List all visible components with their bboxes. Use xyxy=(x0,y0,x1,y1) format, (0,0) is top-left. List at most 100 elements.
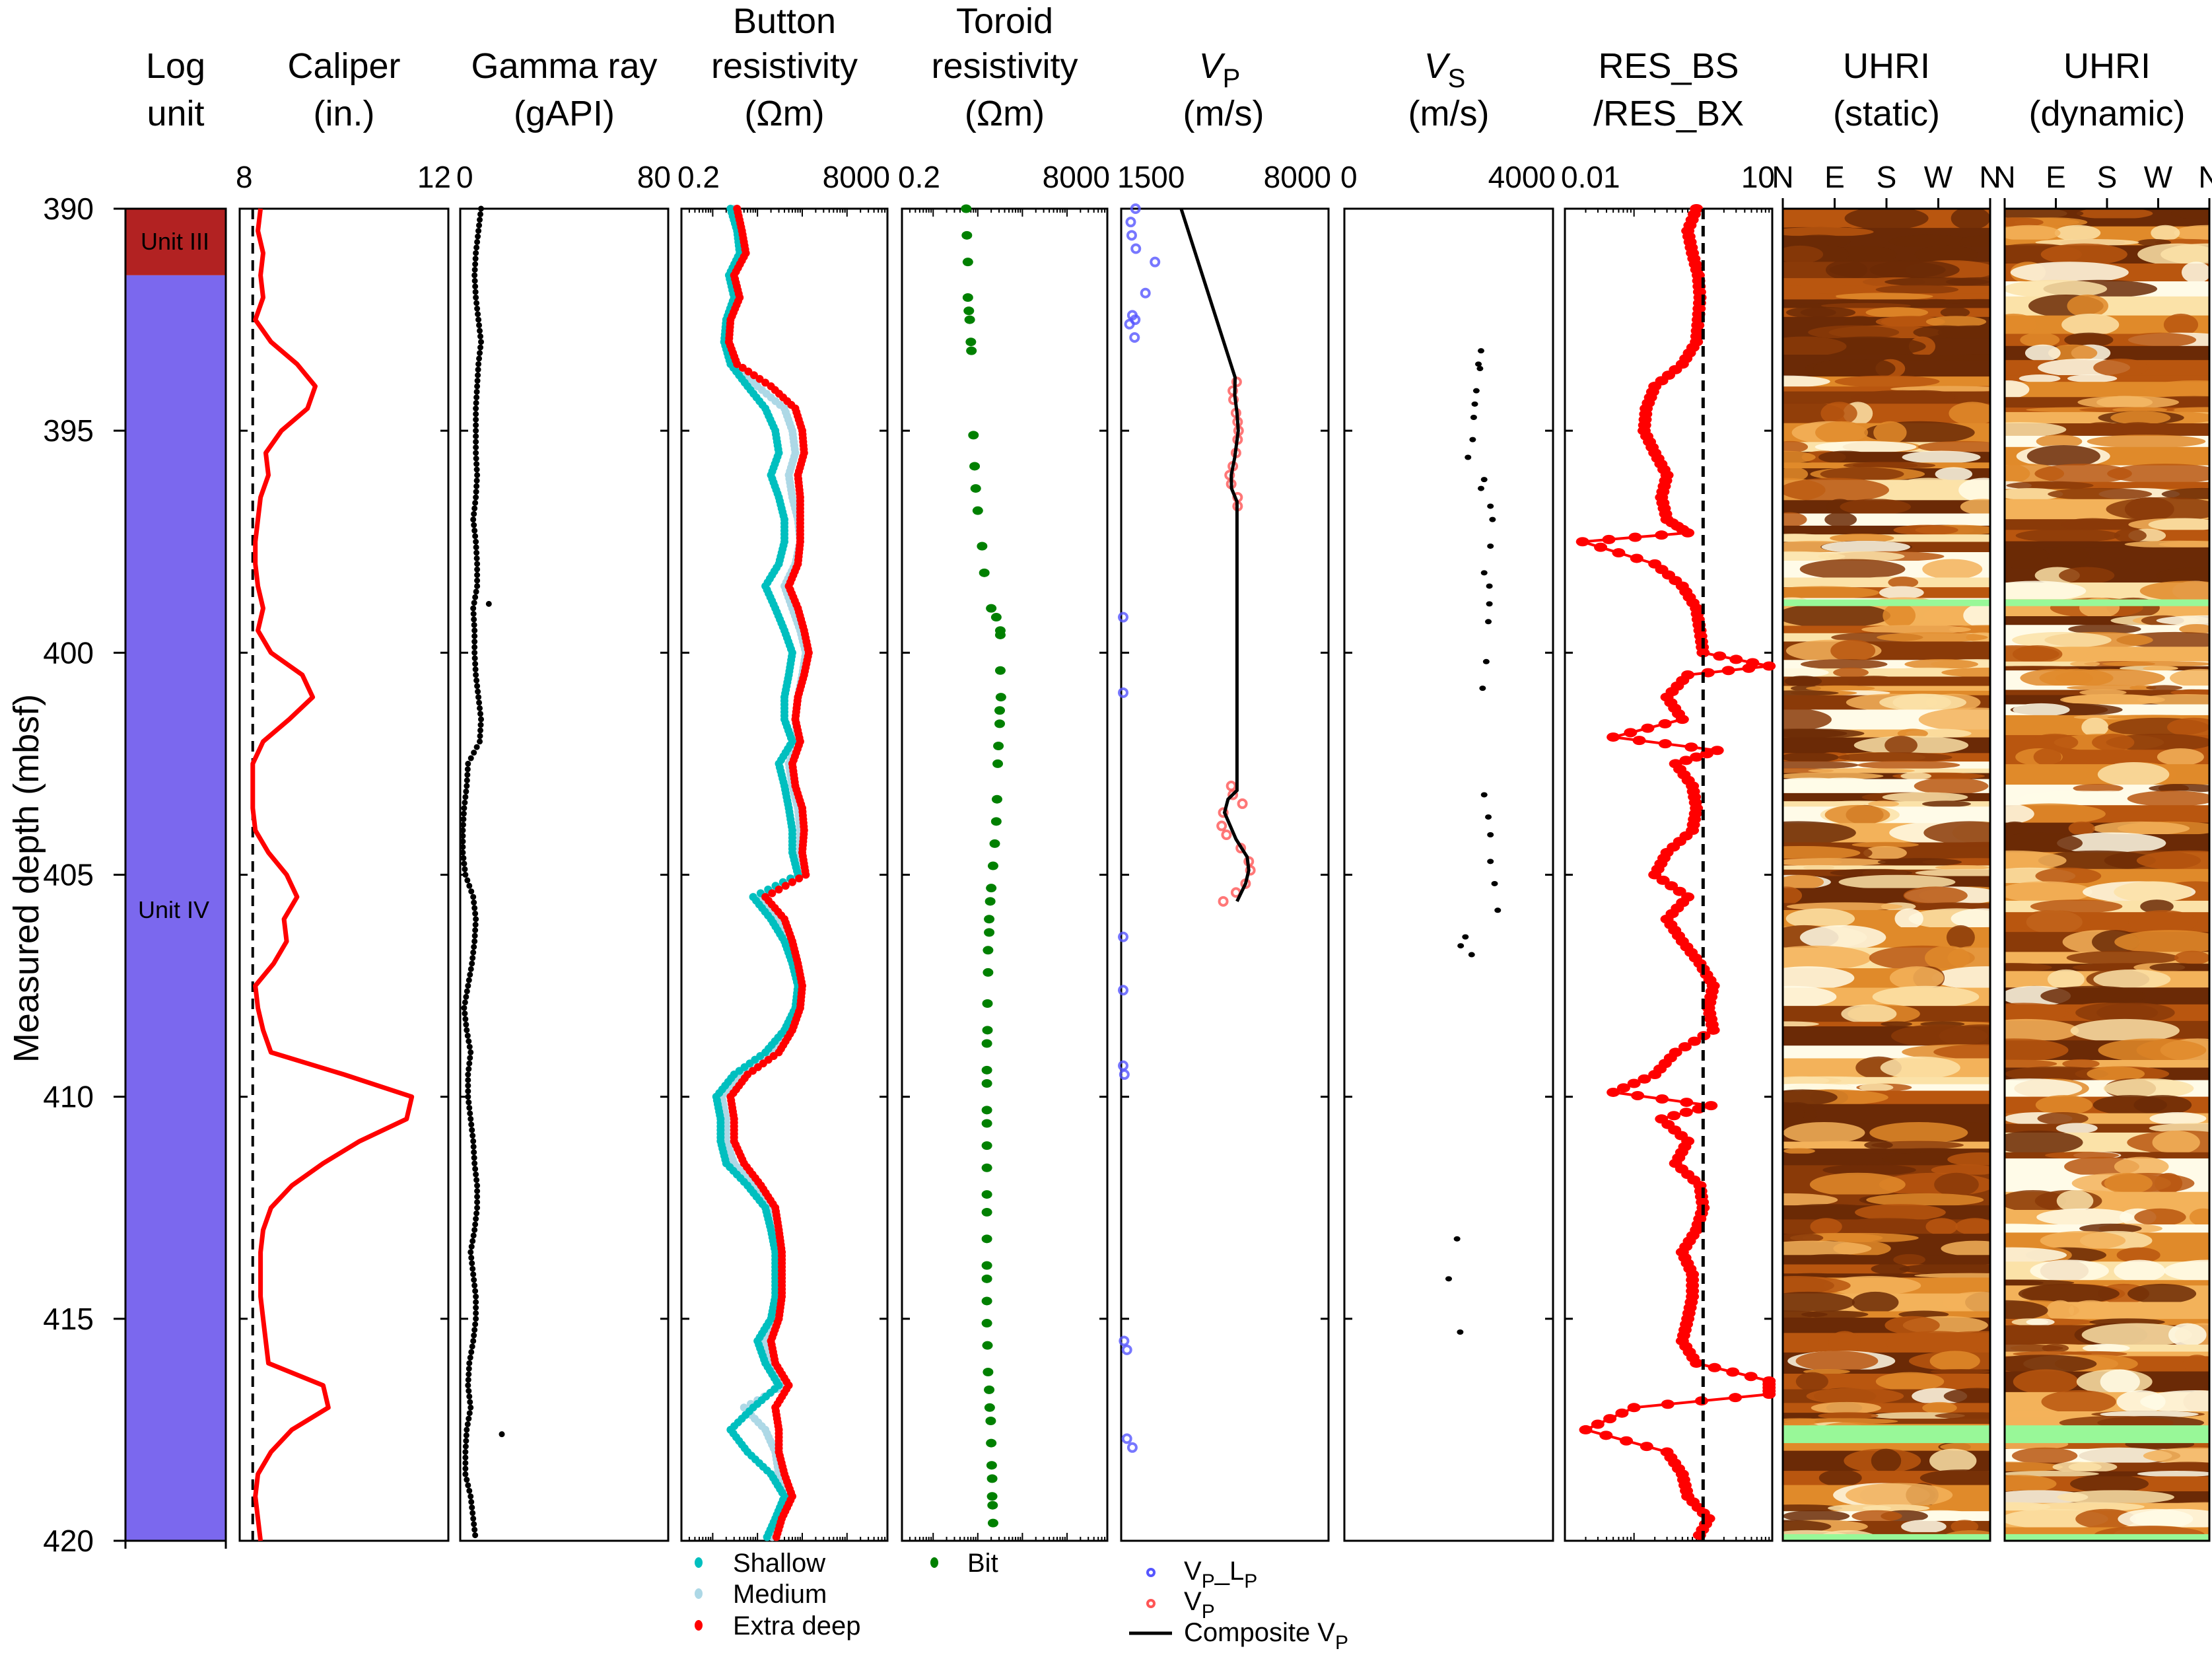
gamma-point xyxy=(467,1399,473,1405)
image-gap xyxy=(1783,1425,1990,1444)
bit-point xyxy=(981,1274,992,1283)
image-blob xyxy=(1943,841,1990,848)
vp-lp-point xyxy=(1129,332,1140,343)
res-ratio-point xyxy=(1690,1359,1704,1368)
image-blob xyxy=(1890,1148,1974,1154)
image-blob xyxy=(2041,1390,2116,1413)
image-blob xyxy=(1864,1141,1893,1150)
image-blob xyxy=(1922,559,1983,580)
gamma-point xyxy=(473,916,479,923)
gamma-point xyxy=(476,355,483,362)
unit-block xyxy=(125,209,226,275)
image-blob xyxy=(1857,761,1960,769)
gamma-point xyxy=(468,1254,475,1261)
gamma-point xyxy=(471,1154,477,1161)
image-blob xyxy=(1829,245,1898,264)
image-blob xyxy=(1941,1240,1990,1257)
res-ratio-point xyxy=(1688,1036,1702,1046)
image-band xyxy=(1783,299,1990,304)
bit-point xyxy=(990,817,1002,826)
image-blob xyxy=(2067,294,2108,318)
image-blob xyxy=(1786,902,1903,911)
res-ratio-point xyxy=(1575,537,1589,547)
image-band xyxy=(1783,386,1990,392)
image-blob xyxy=(1904,659,1978,670)
gamma-point xyxy=(477,727,484,734)
image-blob xyxy=(2152,1130,2200,1154)
legend-label: Medium xyxy=(733,1580,827,1609)
gamma-point xyxy=(471,621,477,628)
image-blob xyxy=(1783,707,1832,732)
image-blob xyxy=(2174,950,2209,965)
legend-marker xyxy=(930,1557,938,1568)
track-frame xyxy=(1120,207,1330,1542)
legend-marker xyxy=(695,1620,703,1631)
gamma-point xyxy=(471,600,477,606)
gamma-point xyxy=(473,455,479,462)
vs-point xyxy=(1487,503,1494,509)
gamma-point xyxy=(474,1193,481,1200)
image-blob xyxy=(1809,1172,1906,1197)
image-blob xyxy=(2034,464,2132,484)
image-blob xyxy=(1783,761,1859,769)
gamma-point xyxy=(466,1415,472,1422)
gamma-point xyxy=(477,328,483,334)
vs-point xyxy=(1457,1329,1464,1335)
res-ratio-point xyxy=(1762,1390,1776,1399)
image-blob xyxy=(2174,225,2209,241)
gamma-point xyxy=(473,406,479,412)
gamma-point xyxy=(477,705,483,711)
image-blob xyxy=(1811,1401,1881,1414)
bit-point xyxy=(984,1403,995,1412)
image-blob xyxy=(1783,858,1886,866)
bit-point xyxy=(981,1261,992,1270)
image-blob xyxy=(2114,881,2192,903)
image-blob xyxy=(1946,925,1975,950)
bit-point xyxy=(965,337,977,347)
gamma-point xyxy=(474,566,481,573)
image-blob xyxy=(2005,1078,2083,1099)
image-blob xyxy=(1847,676,1900,687)
gamma-point xyxy=(464,877,471,884)
gamma-point xyxy=(474,577,481,584)
image-blob xyxy=(1806,1388,1904,1405)
gamma-point xyxy=(467,1115,474,1122)
image-blob xyxy=(2104,1173,2153,1194)
res-ratio-point xyxy=(1684,742,1698,752)
resistivity-point-extra-deep xyxy=(768,889,777,898)
gamma-point xyxy=(460,822,466,828)
res-ratio-point xyxy=(1640,1442,1653,1452)
track-title-button: resistivity xyxy=(711,46,858,86)
gamma-point xyxy=(473,1210,480,1217)
image-band xyxy=(2005,541,2209,548)
track-title-gamma: Gamma ray xyxy=(471,46,657,86)
resistivity-point-extra-deep xyxy=(781,882,790,890)
gamma-point xyxy=(462,866,468,872)
image-blob xyxy=(1791,865,1846,870)
image-blob xyxy=(2006,481,2094,490)
image-blob xyxy=(2005,1130,2083,1154)
image-blob xyxy=(2040,243,2127,265)
image-blob xyxy=(2170,689,2209,696)
x-max-label: 80 xyxy=(637,160,671,194)
image-blob xyxy=(2005,881,2092,903)
image-blob xyxy=(1951,209,1990,230)
gamma-point xyxy=(466,1099,472,1106)
res-ratio-point xyxy=(1579,1425,1593,1434)
res-ratio-point xyxy=(1680,1098,1694,1108)
image-blob xyxy=(1833,667,1869,678)
gamma-point xyxy=(473,588,479,595)
gamma-point xyxy=(463,788,469,794)
image-blob xyxy=(2149,1123,2209,1134)
vs-point xyxy=(1486,601,1493,607)
gamma-point xyxy=(467,1049,474,1055)
gamma-point xyxy=(473,416,479,423)
res-ratio-point xyxy=(1742,663,1756,673)
gamma-point xyxy=(471,511,477,517)
vs-point xyxy=(1479,686,1486,691)
image-blob xyxy=(1797,1141,1884,1150)
image-blob xyxy=(2061,313,2120,336)
res-ratio-point xyxy=(1690,752,1704,762)
image-band xyxy=(1783,1077,1990,1085)
image-blob xyxy=(2005,581,2087,601)
